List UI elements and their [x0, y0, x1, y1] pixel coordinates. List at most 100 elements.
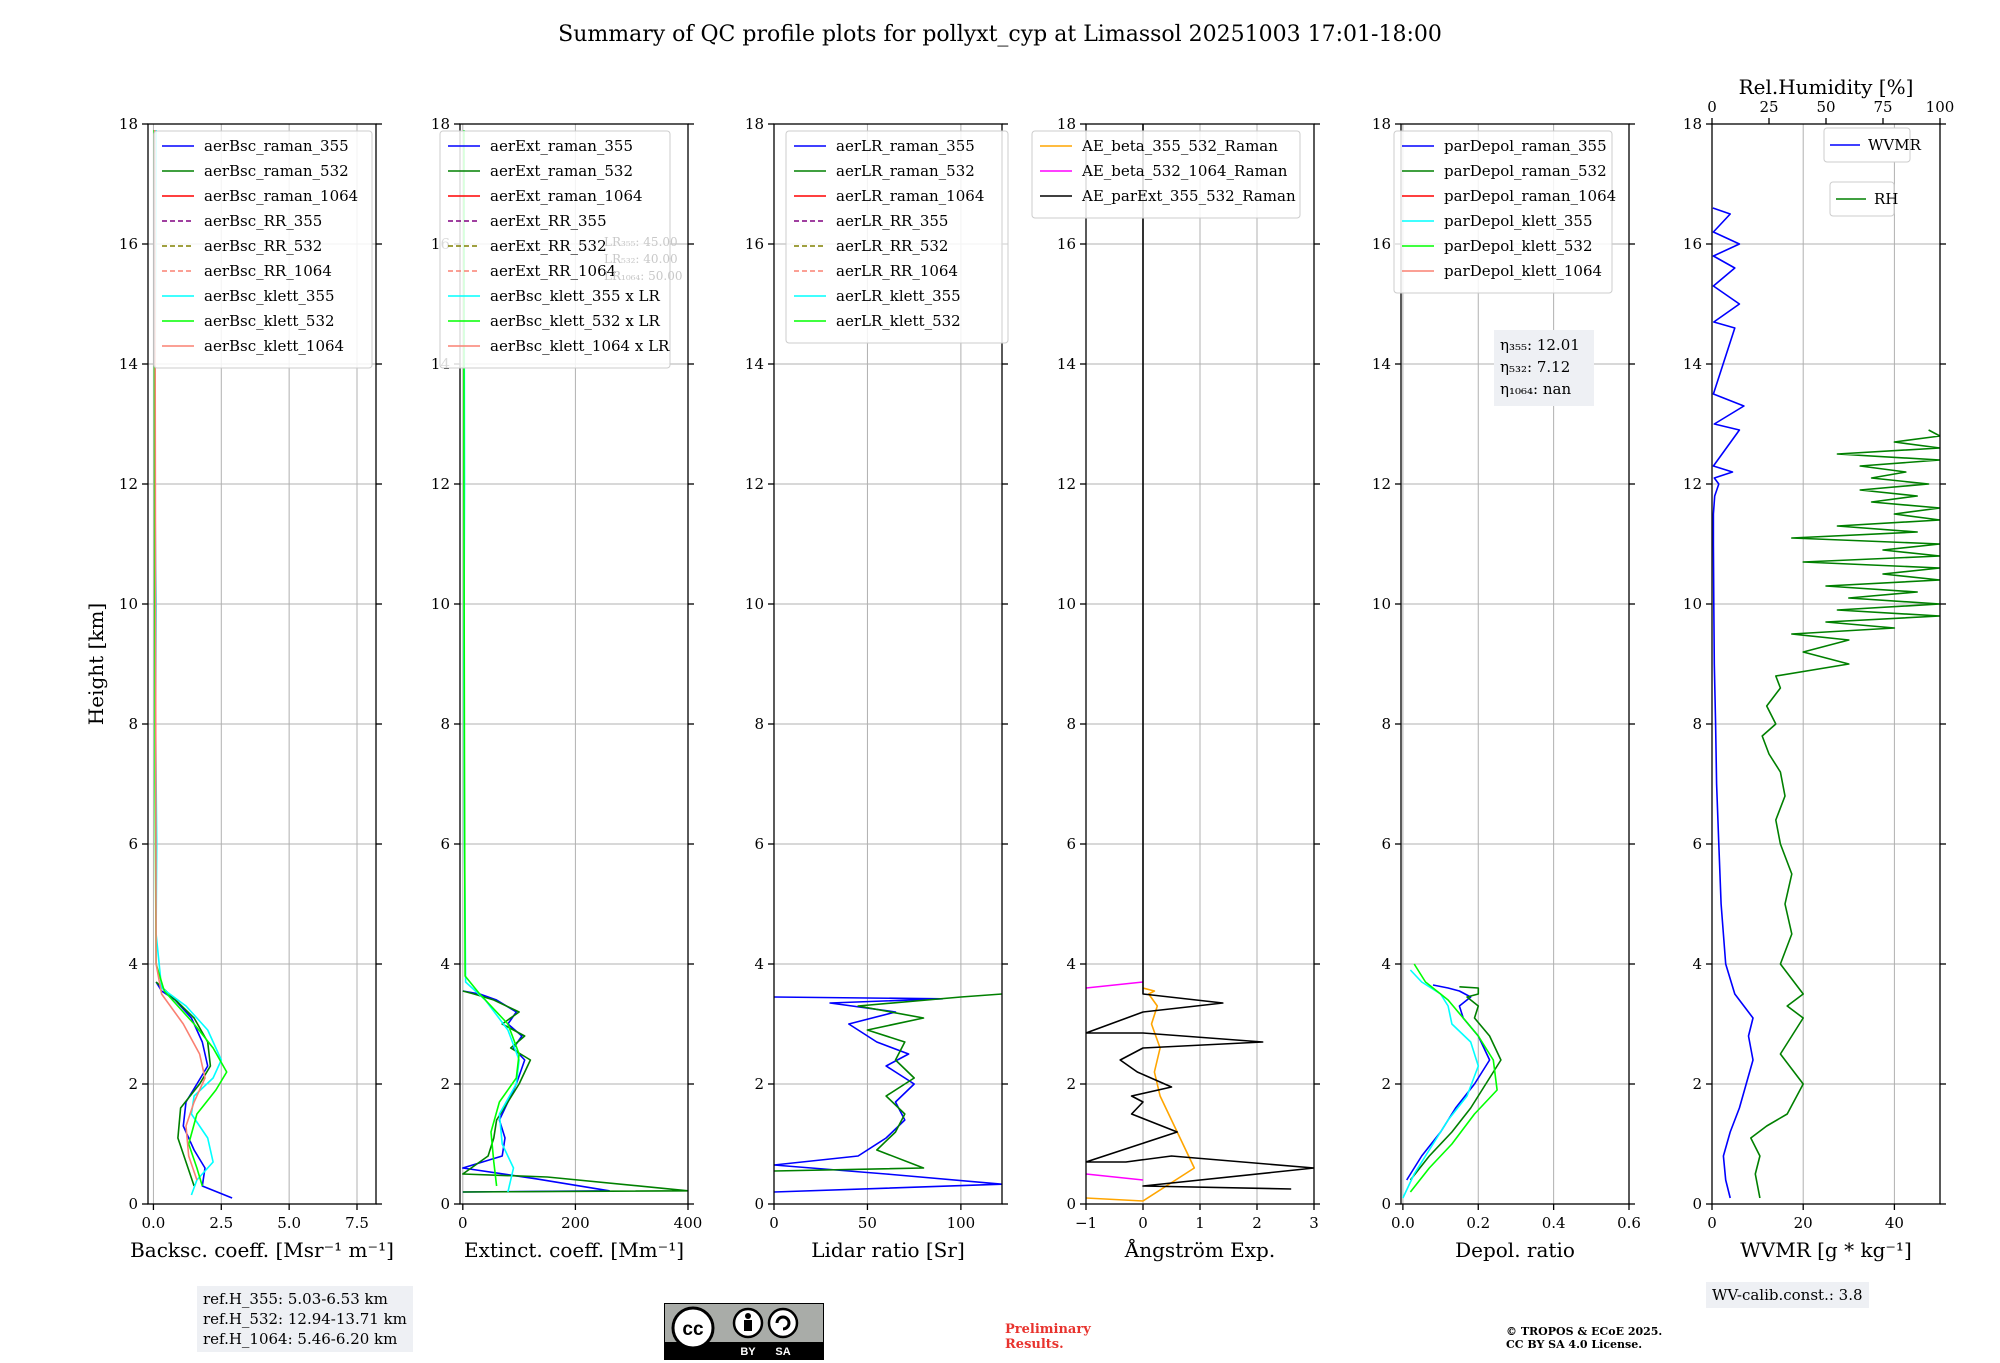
legend-frame	[785, 130, 1009, 344]
y-tick-label: 12	[1057, 475, 1076, 493]
ref-height-355: ref.H_355: 5.03-6.53 km	[203, 1290, 388, 1308]
lidar-ratio-annotation: LR₃₅₅: 45.00	[604, 235, 678, 249]
plot-frame	[459, 123, 689, 1205]
legend-label: aerExt_raman_355	[490, 137, 633, 155]
legend-label: aerBsc_klett_1064 x LR	[490, 337, 670, 355]
y-tick-label: 4	[128, 955, 138, 973]
legend-label: aerLR_RR_355	[836, 212, 948, 230]
plot-frame	[1711, 123, 1941, 1205]
y-tick-label: 8	[1066, 715, 1076, 733]
panel-lr: 0 2 4 6 8 10 12 14 16 18 0 50 100 Lidar ratio [Sr] aer…	[745, 115, 1009, 1262]
y-tick-label: 12	[745, 475, 764, 493]
y-tick-label: 0	[754, 1195, 764, 1213]
legend: aerLR_raman_355 aerLR_raman_532 aerLR_rama…	[785, 130, 1009, 344]
legend-label: aerBsc_klett_532 x LR	[490, 312, 661, 330]
y-tick-label: 2	[1381, 1075, 1391, 1093]
legend-label: aerExt_raman_532	[490, 162, 633, 180]
legend-label: aerBsc_RR_532	[204, 237, 322, 255]
ref-height-1064: ref.H_1064: 5.46-6.20 km	[203, 1330, 398, 1348]
x-tick-label: 3	[1309, 1214, 1319, 1232]
y-tick-label: 4	[1381, 955, 1391, 973]
y-tick-label: 12	[119, 475, 138, 493]
series-parDepol_klett_532	[1409, 963, 1498, 1193]
y-tick-label: 0	[440, 1195, 450, 1213]
copyright-line-2: CC BY SA 4.0 License.	[1506, 1338, 1643, 1351]
legend-label: aerBsc_RR_355	[204, 212, 322, 230]
cc-sa-label: SA	[775, 1346, 790, 1358]
legend-label: AE_parExt_355_532_Raman	[1081, 187, 1296, 205]
x-tick-label: 0.0	[141, 1214, 165, 1232]
legend-label: aerBsc_klett_532	[204, 312, 335, 330]
y-tick-label: 10	[745, 595, 764, 613]
y-tick-label: 10	[1372, 595, 1391, 613]
y-tick-label: 18	[1057, 115, 1076, 133]
y-tick-label: 16	[119, 235, 138, 253]
x-tick-label: 0	[769, 1214, 779, 1232]
wv-calib-box: WV-calib.const.: 3.8	[1706, 1282, 1869, 1308]
y-tick-label: 6	[1381, 835, 1391, 853]
x-tick-label: 0	[1138, 1214, 1148, 1232]
y-tick-label: 14	[1372, 355, 1391, 373]
x-axis-label: Backsc. coeff. [Msr⁻¹ m⁻¹]	[130, 1238, 394, 1262]
series-group	[461, 129, 688, 1193]
panel-depol: 0 2 4 6 8 10 12 14 16 18 0.0 0.2 0.4 0.6 Depol. ratio p…	[1372, 115, 1641, 1262]
legend-label: aerLR_raman_355	[836, 137, 975, 155]
series-aerExt_raman_532	[461, 990, 688, 1193]
x-axis-label: Depol. ratio	[1455, 1238, 1575, 1262]
y-tick-label: 10	[119, 595, 138, 613]
series-group	[153, 129, 233, 1199]
x-tick-label: 0.2	[1466, 1214, 1490, 1232]
x-tick-label: 0	[458, 1214, 468, 1232]
legend-label: parDepol_klett_532	[1444, 237, 1593, 255]
y-tick-label: 4	[440, 955, 450, 973]
x-top-axis-label: Rel.Humidity [%]	[1739, 75, 1914, 99]
panel-wv: 0 2 4 6 8 10 12 14 16 18 0 20 40 WVMR [g * kg⁻¹] 0 25 50…	[1683, 75, 1954, 1262]
legend-label: aerLR_RR_532	[836, 237, 948, 255]
legend-frame	[1031, 130, 1301, 219]
y-tick-label: 0	[128, 1195, 138, 1213]
eta-annotation: η₁₀₆₄: nan	[1500, 380, 1571, 398]
legend-frame	[439, 130, 671, 369]
series-group	[1712, 207, 1940, 1199]
series-AE_beta_532_1064_Raman_upper	[1086, 981, 1144, 989]
legend-label: AE_beta_355_532_Raman	[1081, 137, 1278, 155]
cc-license-badge: cc BY SA	[664, 1303, 824, 1360]
x-axis-label: Extinct. coeff. [Mm⁻¹]	[464, 1238, 684, 1262]
legend-frame	[153, 130, 373, 369]
y-tick-label: 6	[754, 835, 764, 853]
legend-label: aerBsc_RR_1064	[204, 262, 332, 280]
x-tick-label: 20	[1794, 1214, 1813, 1232]
legend: aerExt_raman_355 aerExt_raman_532 aerExt_r…	[439, 130, 671, 369]
y-tick-label: 8	[1692, 715, 1702, 733]
y-tick-label: 6	[1066, 835, 1076, 853]
x-tick-label: 0.4	[1542, 1214, 1566, 1232]
y-tick-label: 8	[128, 715, 138, 733]
legend: aerBsc_raman_355 aerBsc_raman_532 aerBsc_r…	[153, 130, 373, 369]
series-AE_beta_532_1064_Raman	[1086, 1173, 1144, 1181]
x-tick-label: 200	[561, 1214, 590, 1232]
x-top-tick-label: 75	[1873, 98, 1892, 116]
y-tick-label: 6	[128, 835, 138, 853]
lidar-ratio-annotation: LR₅₃₂: 40.00	[604, 252, 678, 266]
y-tick-label: 4	[754, 955, 764, 973]
series-aerExt_raman_355	[461, 990, 611, 1193]
legend-label: aerBsc_klett_1064	[204, 337, 344, 355]
y-tick-label: 14	[745, 355, 764, 373]
legend-label: WVMR	[1868, 136, 1922, 154]
legend-label: RH	[1874, 190, 1898, 208]
legend-label: aerLR_RR_1064	[836, 262, 958, 280]
series-aerBsc_klett_1064	[154, 129, 206, 1181]
cc-by-label: BY	[740, 1346, 756, 1358]
y-tick-label: 14	[119, 355, 138, 373]
legend-label: AE_beta_532_1064_Raman	[1081, 162, 1288, 180]
x-axis-label: Ångström Exp.	[1124, 1237, 1275, 1262]
y-tick-label: 10	[1683, 595, 1702, 613]
y-tick-label: 0	[1381, 1195, 1391, 1213]
y-tick-label: 14	[1683, 355, 1702, 373]
series-group	[774, 993, 1002, 1193]
x-tick-label: 0.6	[1617, 1214, 1641, 1232]
y-tick-label: 0	[1692, 1195, 1702, 1213]
figure-title: Summary of QC profile plots for pollyxt_…	[558, 22, 1442, 47]
x-tick-label: 2.5	[209, 1214, 233, 1232]
y-tick-label: 2	[440, 1075, 450, 1093]
